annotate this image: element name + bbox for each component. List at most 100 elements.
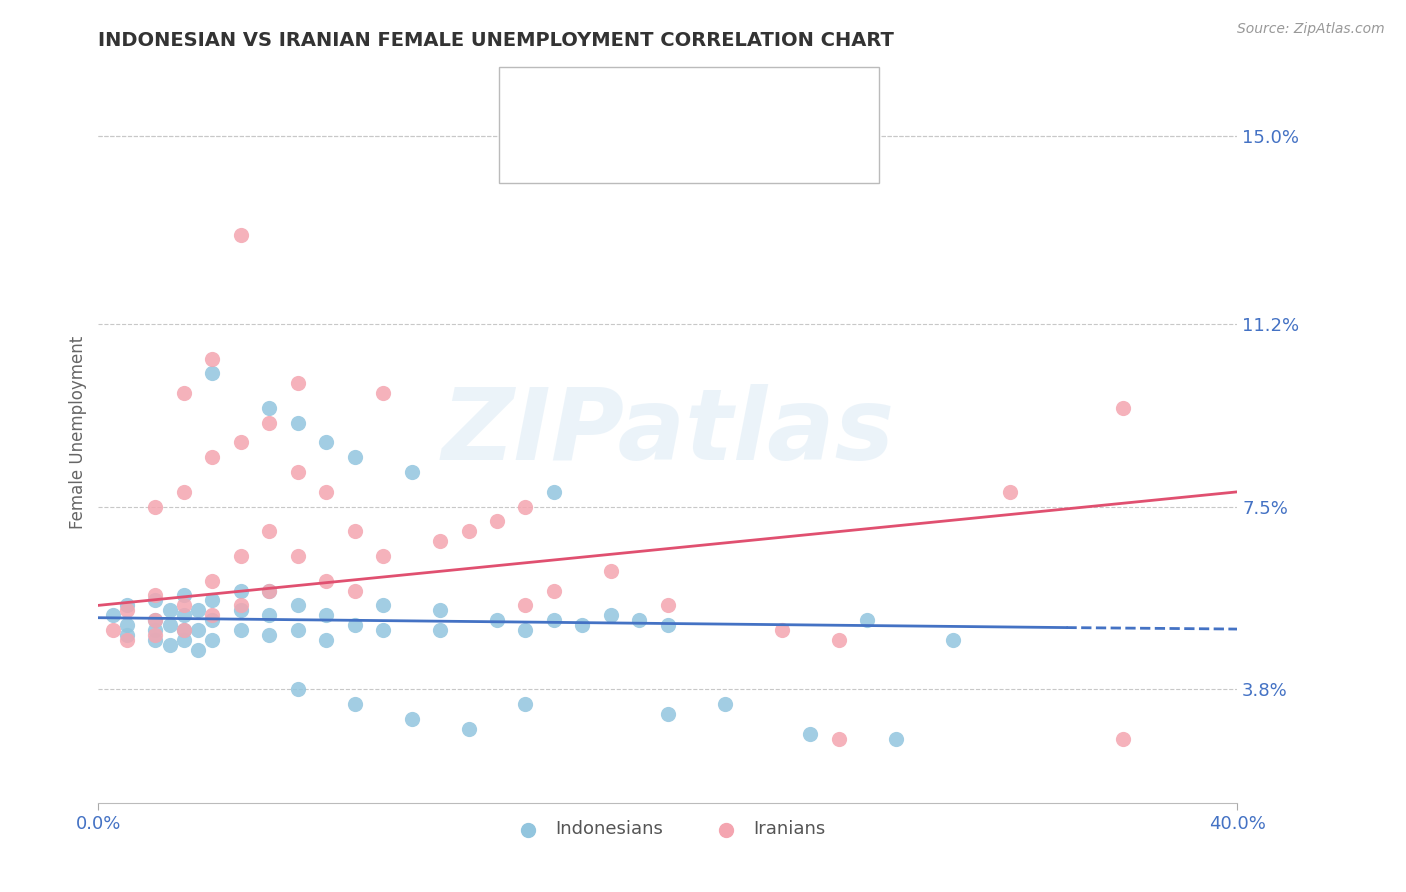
Point — [159, 618, 181, 632]
Point — [373, 599, 395, 613]
Point — [543, 583, 565, 598]
Text: ZIPatlas: ZIPatlas — [441, 384, 894, 481]
Point — [401, 712, 423, 726]
Point — [315, 574, 337, 588]
Point — [315, 608, 337, 623]
Point — [145, 628, 167, 642]
Point — [201, 632, 224, 647]
Point — [115, 599, 138, 613]
Point — [515, 697, 537, 711]
Point — [173, 632, 195, 647]
Point — [187, 603, 209, 617]
Point — [343, 697, 366, 711]
Point — [373, 386, 395, 401]
Point — [145, 613, 167, 627]
Point — [173, 589, 195, 603]
Text: Source: ZipAtlas.com: Source: ZipAtlas.com — [1237, 22, 1385, 37]
Text: 0.159: 0.159 — [645, 139, 702, 157]
Point — [770, 623, 793, 637]
Point — [515, 599, 537, 613]
Point — [145, 613, 167, 627]
Point — [201, 450, 224, 465]
Point — [173, 623, 195, 637]
Point — [229, 549, 252, 563]
Point — [173, 484, 195, 499]
Point — [259, 628, 281, 642]
Point — [145, 500, 167, 514]
Point — [457, 722, 479, 736]
Point — [457, 524, 479, 539]
Point — [429, 603, 451, 617]
Point — [259, 416, 281, 430]
Point — [145, 589, 167, 603]
Point — [259, 583, 281, 598]
Point — [429, 534, 451, 549]
Point — [229, 623, 252, 637]
Text: INDONESIAN VS IRANIAN FEMALE UNEMPLOYMENT CORRELATION CHART: INDONESIAN VS IRANIAN FEMALE UNEMPLOYMEN… — [98, 30, 894, 50]
Point — [287, 376, 309, 391]
Point — [429, 623, 451, 637]
Point — [828, 632, 851, 647]
Point — [159, 603, 181, 617]
Text: N = 60: N = 60 — [733, 90, 800, 108]
Point — [287, 599, 309, 613]
FancyBboxPatch shape — [520, 131, 568, 166]
Point — [101, 608, 124, 623]
Point — [173, 608, 195, 623]
Point — [115, 628, 138, 642]
Point — [799, 727, 821, 741]
Point — [657, 706, 679, 721]
Point — [229, 603, 252, 617]
Point — [343, 524, 366, 539]
Point — [942, 632, 965, 647]
Point — [287, 682, 309, 697]
Point — [201, 351, 224, 366]
Point — [1112, 401, 1135, 415]
Point — [543, 613, 565, 627]
Text: R =: R = — [586, 139, 626, 157]
Point — [201, 574, 224, 588]
Point — [714, 697, 737, 711]
Point — [145, 593, 167, 607]
Point — [159, 638, 181, 652]
Point — [201, 613, 224, 627]
Point — [315, 435, 337, 450]
Point — [287, 416, 309, 430]
Point — [115, 603, 138, 617]
Point — [173, 623, 195, 637]
Point — [201, 593, 224, 607]
Point — [315, 484, 337, 499]
Point — [259, 608, 281, 623]
Point — [201, 367, 224, 381]
Point — [343, 583, 366, 598]
Y-axis label: Female Unemployment: Female Unemployment — [69, 336, 87, 529]
Point — [229, 583, 252, 598]
Point — [315, 632, 337, 647]
Point — [259, 524, 281, 539]
Point — [145, 623, 167, 637]
Text: N = 44: N = 44 — [733, 139, 800, 157]
Point — [101, 623, 124, 637]
Point — [287, 623, 309, 637]
Point — [657, 599, 679, 613]
Point — [145, 632, 167, 647]
Point — [373, 623, 395, 637]
Point — [1112, 731, 1135, 746]
Point — [201, 608, 224, 623]
Point — [259, 583, 281, 598]
Point — [998, 484, 1021, 499]
Point — [486, 515, 509, 529]
Legend: Indonesians, Iranians: Indonesians, Iranians — [503, 814, 832, 846]
Point — [543, 484, 565, 499]
Point — [173, 386, 195, 401]
Point — [115, 632, 138, 647]
Point — [657, 618, 679, 632]
Point — [515, 623, 537, 637]
Point — [115, 618, 138, 632]
Point — [600, 564, 623, 578]
Point — [259, 401, 281, 415]
Point — [373, 549, 395, 563]
Point — [229, 435, 252, 450]
Point — [515, 500, 537, 514]
Point — [187, 623, 209, 637]
